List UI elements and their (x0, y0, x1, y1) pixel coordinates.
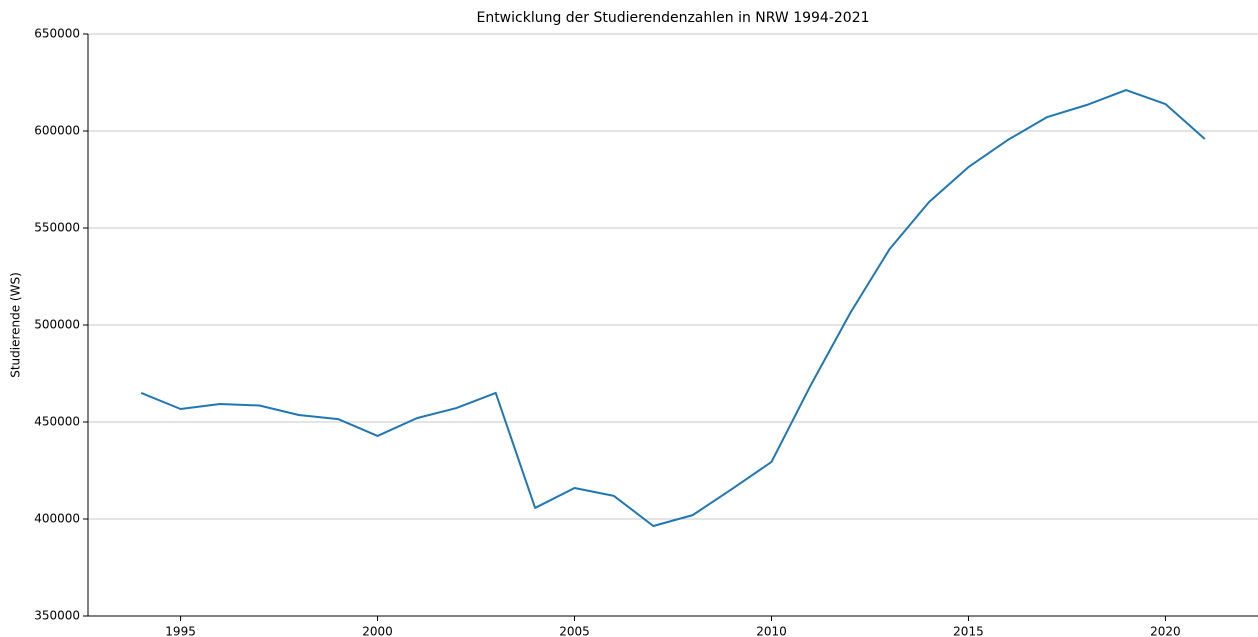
y-tick-label: 350000 (34, 609, 80, 623)
y-axis-label: Studierende (WS) (9, 272, 23, 378)
y-tick-label: 550000 (34, 221, 80, 235)
x-tick-label: 2005 (559, 625, 590, 637)
x-tick-label: 2000 (362, 625, 393, 637)
line-series (140, 89, 1206, 527)
chart-title: Entwicklung der Studierendenzahlen in NR… (476, 10, 869, 26)
x-tick-label: 2020 (1150, 625, 1181, 637)
x-tick-label: 1995 (165, 625, 196, 637)
x-tick-label: 2015 (953, 625, 984, 637)
y-tick-label: 450000 (34, 415, 80, 429)
x-tick-label: 2010 (756, 625, 787, 637)
y-tick-label: 400000 (34, 512, 80, 526)
y-tick-label: 500000 (34, 318, 80, 332)
y-tick-label: 600000 (34, 124, 80, 138)
y-tick-label: 650000 (34, 27, 80, 41)
